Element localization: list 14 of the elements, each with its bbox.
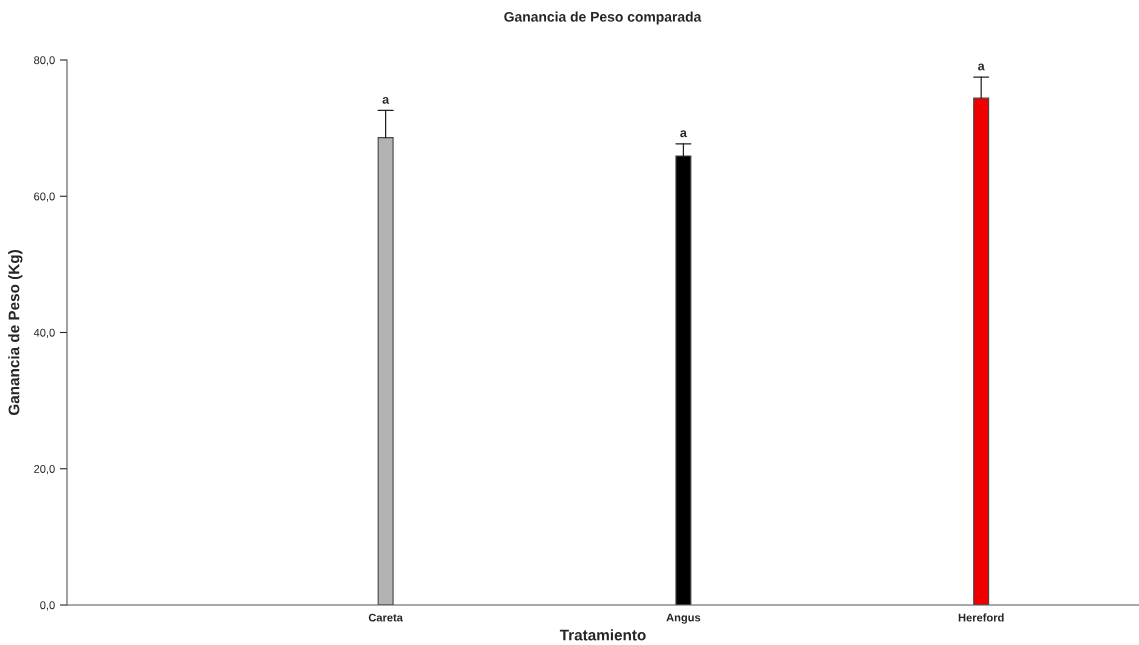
y-tick-label: 40,0 bbox=[33, 328, 55, 338]
y-tick-label: 80,0 bbox=[34, 56, 55, 66]
x-axis-title: Tratamiento bbox=[559, 629, 646, 641]
annotation: a bbox=[382, 96, 390, 104]
y-tick-label: 0,0 bbox=[40, 601, 55, 611]
y-axis-title: Ganancia de Peso (Kg) bbox=[8, 250, 23, 416]
annotation: a bbox=[978, 63, 985, 71]
x-tick-label: Hereford bbox=[958, 613, 1004, 622]
chart-title: Ganancia de Peso comparada bbox=[504, 11, 702, 25]
annotation: a bbox=[680, 130, 687, 138]
y-tick-label: 20,0 bbox=[34, 465, 55, 475]
x-tick-label: Angus bbox=[666, 613, 701, 624]
x-tick-label: Careta bbox=[368, 613, 403, 622]
y-tick-label: 60,0 bbox=[34, 192, 55, 202]
